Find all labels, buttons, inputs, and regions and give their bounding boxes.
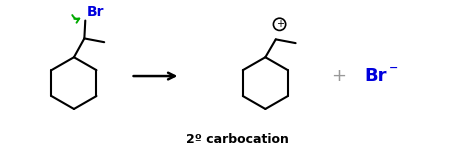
Text: Br: Br xyxy=(365,67,387,85)
Text: Br: Br xyxy=(87,5,105,19)
Text: 2º carbocation: 2º carbocation xyxy=(185,133,289,146)
Text: −: − xyxy=(389,63,399,73)
Text: +: + xyxy=(331,67,346,85)
Text: +: + xyxy=(275,19,283,29)
FancyArrowPatch shape xyxy=(72,15,79,23)
